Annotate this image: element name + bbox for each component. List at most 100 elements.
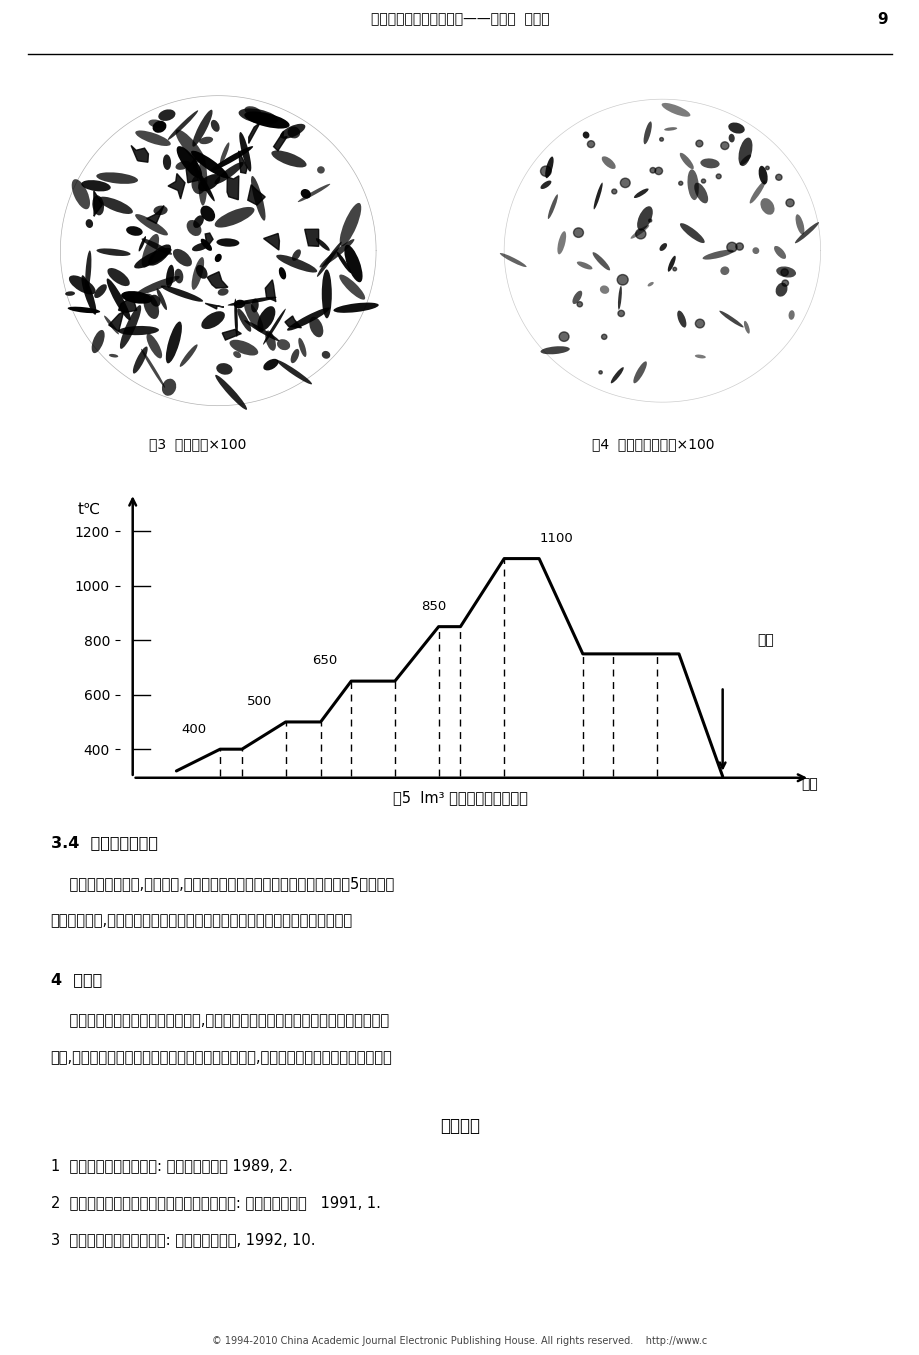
- Ellipse shape: [633, 188, 648, 198]
- Ellipse shape: [85, 251, 91, 291]
- Ellipse shape: [214, 253, 221, 262]
- Ellipse shape: [316, 241, 341, 276]
- Text: 3.4  热处理工艺曲线: 3.4 热处理工艺曲线: [51, 835, 157, 850]
- Ellipse shape: [599, 286, 608, 294]
- Ellipse shape: [163, 154, 171, 169]
- Ellipse shape: [143, 294, 159, 318]
- Ellipse shape: [139, 236, 146, 252]
- Circle shape: [540, 167, 550, 176]
- Ellipse shape: [175, 268, 183, 283]
- Ellipse shape: [192, 243, 209, 251]
- Ellipse shape: [85, 220, 93, 228]
- Text: 艺处理的斗齿,多年来没有发生表面断裂及过烧脱碳现象。现场使用情况很好。: 艺处理的斗齿,多年来没有发生表面断裂及过烧脱碳现象。现场使用情况很好。: [51, 913, 352, 928]
- Circle shape: [654, 167, 662, 175]
- Ellipse shape: [121, 291, 153, 304]
- Polygon shape: [248, 122, 260, 144]
- Circle shape: [726, 243, 736, 252]
- Ellipse shape: [92, 329, 105, 354]
- Text: 650: 650: [312, 654, 337, 668]
- Ellipse shape: [96, 248, 130, 256]
- Circle shape: [648, 220, 651, 222]
- Text: 1100: 1100: [539, 533, 573, 545]
- Ellipse shape: [216, 238, 239, 247]
- Ellipse shape: [153, 206, 167, 215]
- Ellipse shape: [142, 238, 172, 255]
- Ellipse shape: [156, 289, 167, 310]
- Text: 9: 9: [876, 12, 887, 27]
- Ellipse shape: [539, 180, 550, 190]
- Circle shape: [635, 229, 645, 238]
- Ellipse shape: [233, 299, 245, 309]
- Ellipse shape: [196, 266, 208, 279]
- Ellipse shape: [227, 297, 277, 306]
- Ellipse shape: [743, 321, 749, 333]
- Ellipse shape: [276, 255, 317, 272]
- Ellipse shape: [193, 164, 214, 202]
- Polygon shape: [222, 329, 241, 340]
- Text: 参考文献: 参考文献: [439, 1117, 480, 1135]
- Ellipse shape: [135, 214, 168, 236]
- Text: t℃: t℃: [77, 503, 100, 518]
- Ellipse shape: [150, 294, 161, 306]
- Ellipse shape: [244, 320, 279, 341]
- Ellipse shape: [192, 110, 212, 146]
- Text: 400: 400: [181, 722, 206, 736]
- Ellipse shape: [679, 224, 704, 243]
- Ellipse shape: [108, 354, 119, 358]
- Ellipse shape: [702, 249, 733, 260]
- Circle shape: [785, 199, 793, 207]
- Ellipse shape: [290, 348, 299, 363]
- Ellipse shape: [719, 310, 743, 328]
- Ellipse shape: [618, 286, 621, 310]
- Text: 图5  lm³ 电铲斗齿热处理工艺: 图5 lm³ 电铲斗齿热处理工艺: [392, 790, 527, 806]
- Polygon shape: [273, 131, 287, 152]
- Ellipse shape: [288, 126, 300, 138]
- Text: 3  赵沛．合金钢冶炼．北京: 冶金工业出版社, 1992, 10.: 3 赵沛．合金钢冶炼．北京: 冶金工业出版社, 1992, 10.: [51, 1232, 315, 1247]
- Circle shape: [716, 173, 720, 179]
- Ellipse shape: [686, 169, 698, 201]
- Ellipse shape: [309, 317, 323, 337]
- Ellipse shape: [339, 203, 361, 247]
- Ellipse shape: [220, 142, 229, 164]
- Text: 2  张清．金属磨损和金属耐磨材料手册．北京: 冶金工业出版社   1991, 1.: 2 张清．金属磨损和金属耐磨材料手册．北京: 冶金工业出版社 1991, 1.: [51, 1195, 380, 1210]
- Ellipse shape: [107, 279, 130, 320]
- Circle shape: [695, 140, 702, 146]
- Ellipse shape: [137, 276, 179, 294]
- Ellipse shape: [339, 275, 365, 299]
- Text: 图4  水韧处理后组织×100: 图4 水韧处理后组织×100: [591, 438, 714, 451]
- Circle shape: [765, 167, 768, 169]
- Circle shape: [573, 228, 583, 237]
- Circle shape: [617, 275, 628, 285]
- Ellipse shape: [108, 268, 130, 286]
- Ellipse shape: [593, 183, 602, 210]
- Polygon shape: [205, 304, 223, 309]
- Ellipse shape: [720, 267, 729, 275]
- Circle shape: [619, 179, 630, 187]
- Ellipse shape: [667, 256, 675, 272]
- Ellipse shape: [251, 176, 266, 221]
- Ellipse shape: [752, 247, 758, 253]
- Ellipse shape: [265, 331, 276, 351]
- Circle shape: [598, 371, 602, 374]
- Text: 图3  铸态组织×100: 图3 铸态组织×100: [149, 438, 246, 451]
- Circle shape: [611, 190, 616, 194]
- Text: 高锰钢斗齿断裂原因分析——刘景生  李万清: 高锰钢斗齿断裂原因分析——刘景生 李万清: [370, 12, 549, 27]
- Ellipse shape: [775, 283, 787, 297]
- Ellipse shape: [118, 327, 159, 335]
- Ellipse shape: [92, 195, 104, 215]
- Ellipse shape: [795, 214, 803, 234]
- Ellipse shape: [215, 375, 247, 409]
- Ellipse shape: [244, 106, 261, 117]
- Ellipse shape: [319, 238, 354, 267]
- Ellipse shape: [176, 130, 205, 164]
- Polygon shape: [119, 297, 137, 312]
- Ellipse shape: [788, 310, 794, 320]
- Ellipse shape: [104, 316, 119, 335]
- Polygon shape: [146, 206, 164, 224]
- Polygon shape: [207, 272, 228, 289]
- Ellipse shape: [679, 153, 693, 169]
- Ellipse shape: [216, 363, 233, 375]
- Text: 850: 850: [421, 600, 447, 612]
- Circle shape: [695, 320, 704, 328]
- Ellipse shape: [301, 188, 311, 199]
